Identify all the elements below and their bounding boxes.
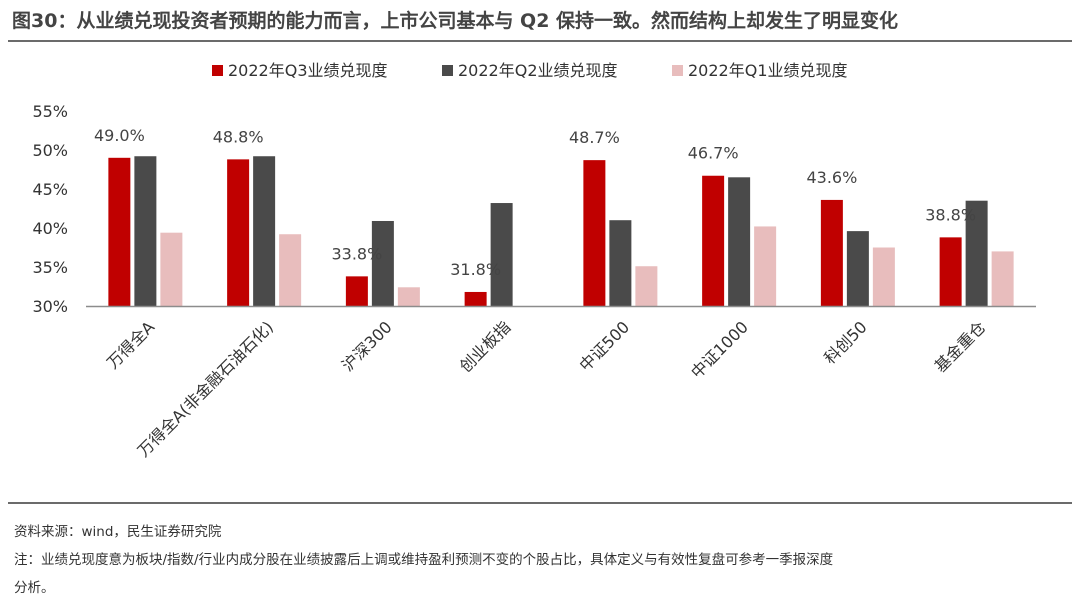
- y-tick-label: 50%: [32, 141, 68, 160]
- y-tick-label: 30%: [32, 297, 68, 316]
- x-tick-label: 沪深300: [338, 317, 396, 375]
- bar-1-7: [820, 199, 843, 306]
- footnote-line-1: 注：业绩兑现度意为板块/指数/行业内成分股在业绩披露后上调或维持盈利预测不变的个…: [14, 552, 834, 568]
- data-label: 49.0%: [94, 126, 145, 145]
- legend-swatch-2: [442, 65, 453, 76]
- bar-3-1: [160, 232, 183, 306]
- bar-1-6: [702, 175, 725, 306]
- bar-2-5: [609, 220, 632, 306]
- x-tick-label: 中证500: [576, 317, 634, 375]
- bottom-divider: [8, 502, 1072, 504]
- y-tick-label: 45%: [32, 180, 68, 199]
- x-tick-label: 万得全A(非金融石油石化): [134, 317, 277, 460]
- bar-2-1: [134, 156, 157, 306]
- y-axis: 55% 50% 45% 40% 35% 30%: [32, 102, 68, 316]
- y-tick-label: 40%: [32, 219, 68, 238]
- bar-1-3: [345, 276, 368, 306]
- legend-label-3: 2022年Q1业绩兑现度: [688, 61, 848, 80]
- x-tick-label: 基金重仓: [931, 317, 990, 376]
- bar-3-6: [754, 226, 777, 306]
- x-tick-label: 万得全A: [103, 317, 158, 372]
- data-label: 48.8%: [213, 127, 264, 146]
- bar-1-5: [583, 160, 606, 306]
- data-label: 46.7%: [688, 144, 739, 163]
- bar-3-7: [872, 247, 895, 306]
- data-label: 33.8%: [331, 244, 382, 263]
- bar-3-5: [635, 266, 658, 306]
- bar-chart: 2022年Q3业绩兑现度 2022年Q2业绩兑现度 2022年Q1业绩兑现度 55%…: [32, 61, 1036, 461]
- bar-2-6: [728, 177, 751, 306]
- x-tick-label: 中证1000: [687, 317, 752, 382]
- bar-1-2: [227, 159, 250, 306]
- data-label: 38.8%: [925, 205, 976, 224]
- bar-2-4: [490, 203, 513, 306]
- bar-2-8: [965, 200, 988, 306]
- chart-legend: 2022年Q3业绩兑现度 2022年Q2业绩兑现度 2022年Q1业绩兑现度: [212, 61, 848, 80]
- data-label: 31.8%: [450, 260, 501, 279]
- footnote-line-2: 分析。: [14, 580, 55, 596]
- bar-3-2: [279, 234, 302, 306]
- bar-2-3: [371, 220, 394, 306]
- legend-swatch-3: [672, 65, 683, 76]
- top-divider: [8, 40, 1072, 42]
- data-label: 43.6%: [806, 168, 857, 187]
- bar-2-7: [846, 231, 869, 306]
- y-tick-label: 55%: [32, 102, 68, 121]
- legend-label-2: 2022年Q2业绩兑现度: [458, 61, 618, 80]
- legend-swatch-1: [212, 65, 223, 76]
- figure-title: 图30：从业绩兑现投资者预期的能力而言，上市公司基本与 Q2 保持一致。然而结构…: [12, 10, 899, 32]
- bar-1-1: [108, 157, 131, 306]
- data-label: 48.7%: [569, 128, 620, 147]
- bar-1-4: [464, 291, 487, 306]
- bar-3-3: [397, 287, 420, 306]
- bar-1-8: [939, 237, 962, 306]
- source-note: 资料来源：wind，民生证券研究院: [14, 524, 222, 540]
- y-tick-label: 35%: [32, 258, 68, 277]
- x-tick-label: 创业板指: [456, 317, 515, 376]
- legend-label-1: 2022年Q3业绩兑现度: [228, 61, 388, 80]
- bar-2-2: [253, 156, 276, 306]
- bar-series: [108, 156, 1014, 306]
- x-tick-label: 科创50: [820, 317, 870, 367]
- data-labels: 49.0% 48.8% 33.8% 31.8% 48.7% 46.7% 43.6% 38.8%: [94, 126, 976, 279]
- bar-3-8: [991, 251, 1014, 306]
